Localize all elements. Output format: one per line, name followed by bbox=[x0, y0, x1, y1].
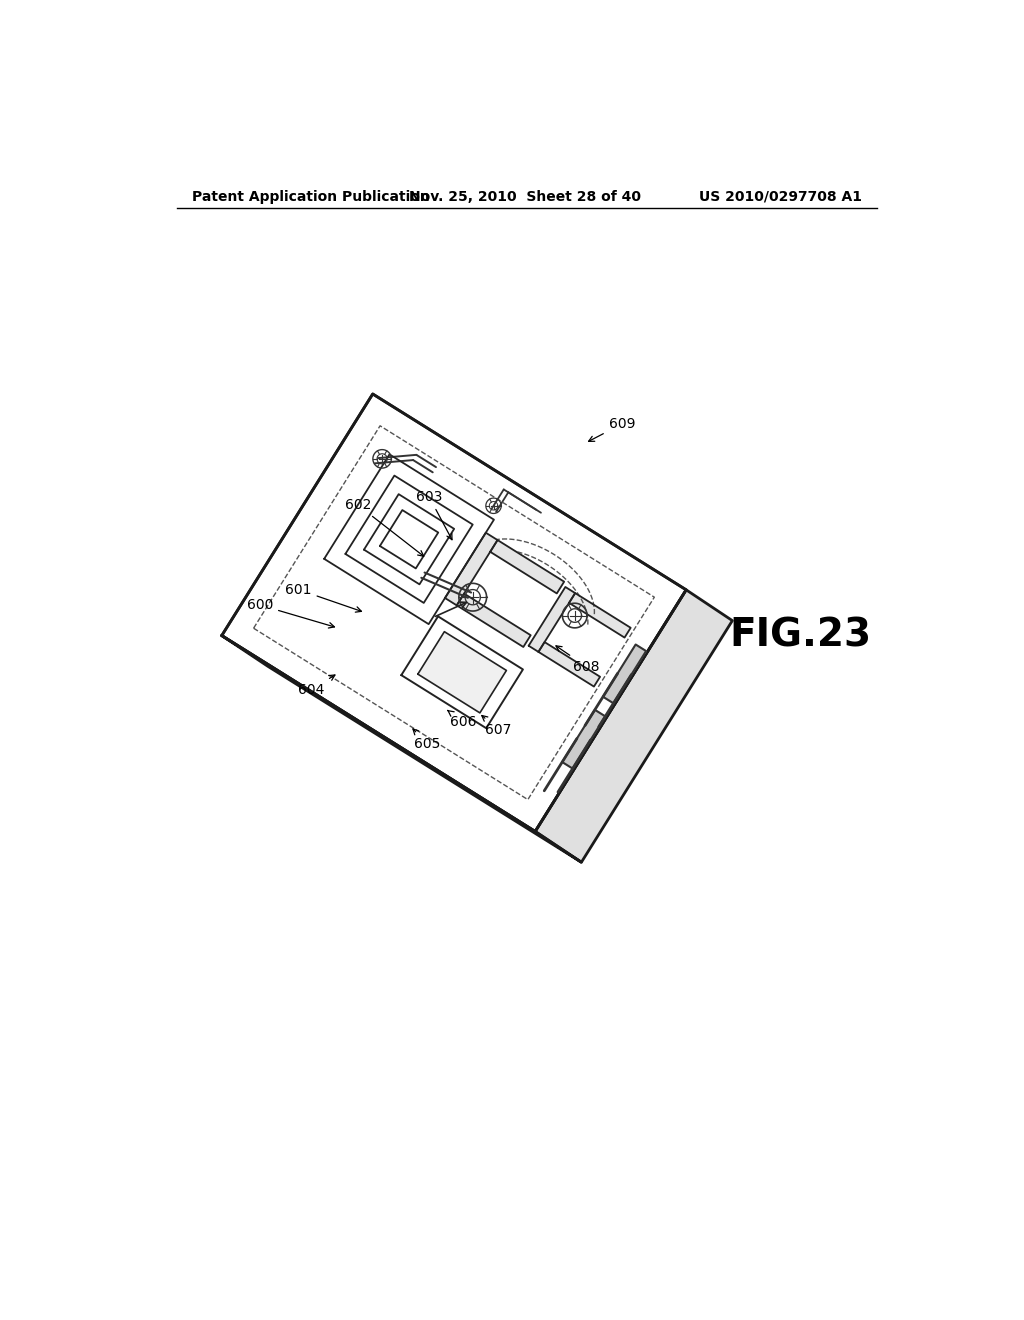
Text: 605: 605 bbox=[413, 729, 440, 751]
Text: Nov. 25, 2010  Sheet 28 of 40: Nov. 25, 2010 Sheet 28 of 40 bbox=[409, 190, 641, 203]
Text: 602: 602 bbox=[344, 498, 424, 556]
Polygon shape bbox=[222, 393, 686, 832]
Text: 607: 607 bbox=[481, 715, 512, 737]
Text: 609: 609 bbox=[589, 417, 635, 441]
Text: 608: 608 bbox=[556, 645, 600, 673]
Polygon shape bbox=[418, 632, 507, 713]
Text: 601: 601 bbox=[285, 582, 361, 612]
Text: 600: 600 bbox=[247, 598, 335, 628]
Polygon shape bbox=[569, 593, 631, 638]
Polygon shape bbox=[539, 642, 600, 686]
Text: 603: 603 bbox=[416, 490, 452, 540]
Polygon shape bbox=[457, 594, 530, 647]
Polygon shape bbox=[528, 587, 575, 652]
Polygon shape bbox=[490, 540, 564, 594]
Text: Patent Application Publication: Patent Application Publication bbox=[193, 190, 430, 203]
Text: 606: 606 bbox=[447, 710, 476, 729]
Polygon shape bbox=[536, 590, 732, 862]
Polygon shape bbox=[603, 644, 646, 704]
Polygon shape bbox=[562, 710, 605, 768]
Text: US 2010/0297708 A1: US 2010/0297708 A1 bbox=[699, 190, 862, 203]
Polygon shape bbox=[445, 533, 498, 606]
Polygon shape bbox=[222, 635, 582, 862]
Text: FIG.23: FIG.23 bbox=[729, 616, 871, 655]
Text: 604: 604 bbox=[298, 675, 335, 697]
Polygon shape bbox=[401, 616, 523, 729]
